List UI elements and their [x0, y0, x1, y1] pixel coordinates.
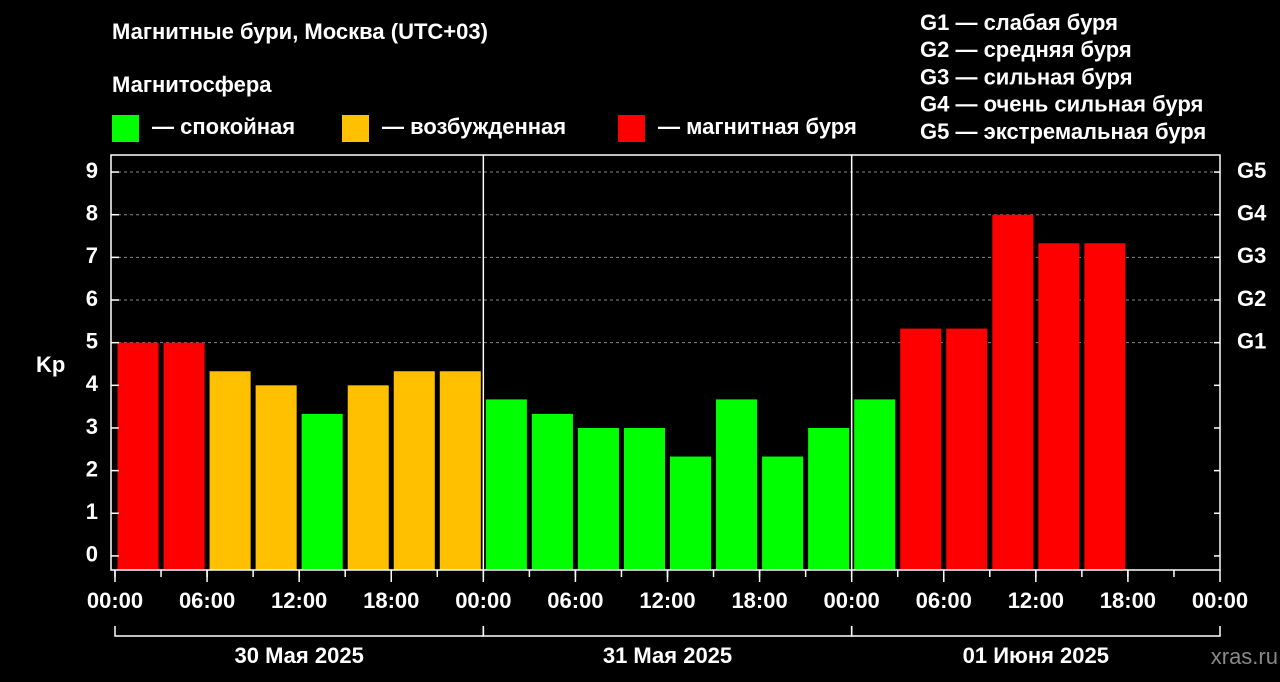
- x-tick-label: 18:00: [731, 588, 787, 613]
- y-tick-label: 7: [86, 243, 98, 268]
- y-tick-label: 5: [86, 328, 98, 353]
- y2-tick-label: G2: [1237, 286, 1266, 311]
- y2-tick-label: G4: [1237, 201, 1267, 226]
- y2-tick-label: G5: [1237, 158, 1266, 183]
- storm-level-legend: G5 — экстремальная буря: [920, 119, 1206, 144]
- day-label: 31 Мая 2025: [603, 643, 732, 668]
- legend-label: — возбужденная: [382, 114, 566, 139]
- bar: [808, 427, 850, 570]
- storm-level-legend: G1 — слабая буря: [920, 10, 1118, 35]
- chart-title: Магнитные бури, Москва (UTC+03): [112, 19, 488, 44]
- bar: [439, 371, 481, 570]
- bar: [716, 399, 758, 570]
- x-tick-label: 00:00: [455, 588, 511, 613]
- bar: [1084, 243, 1126, 570]
- bar: [762, 456, 804, 570]
- x-tick-label: 00:00: [1192, 588, 1248, 613]
- bar: [255, 385, 297, 570]
- x-tick-label: 06:00: [547, 588, 603, 613]
- y-tick-label: 4: [86, 371, 99, 396]
- legend-label: — спокойная: [152, 114, 295, 139]
- legend-title: Магнитосфера: [112, 72, 272, 97]
- bar: [854, 399, 896, 570]
- bar: [393, 371, 435, 570]
- y-tick-label: 9: [86, 158, 98, 183]
- bar: [1038, 243, 1080, 570]
- bar: [946, 328, 988, 570]
- y-tick-label: 2: [86, 456, 98, 481]
- day-bracket: [850, 626, 1221, 637]
- bar: [577, 427, 619, 570]
- bar: [623, 427, 665, 570]
- storm-level-legend: G3 — сильная буря: [920, 64, 1133, 89]
- y2-tick-label: G1: [1237, 328, 1266, 353]
- bar: [347, 385, 389, 570]
- plot-frame: [110, 154, 1221, 571]
- bar: [900, 328, 942, 570]
- x-tick-label: 06:00: [179, 588, 235, 613]
- bar: [670, 456, 712, 570]
- bar: [992, 214, 1034, 571]
- x-tick-label: 06:00: [916, 588, 972, 613]
- x-tick-label: 18:00: [363, 588, 419, 613]
- legend-swatch: [618, 115, 645, 142]
- x-tick-label: 12:00: [639, 588, 695, 613]
- y2-tick-label: G3: [1237, 243, 1266, 268]
- y-tick-label: 3: [86, 414, 98, 439]
- bar: [301, 413, 343, 570]
- x-tick-label: 12:00: [271, 588, 327, 613]
- x-tick-label: 18:00: [1100, 588, 1156, 613]
- y-tick-label: 6: [86, 286, 98, 311]
- legend-swatch: [342, 115, 369, 142]
- day-label: 01 Июня 2025: [963, 643, 1109, 668]
- y-tick-label: 0: [86, 542, 98, 567]
- bar: [531, 413, 573, 570]
- watermark: xras.ru: [1211, 644, 1278, 669]
- x-tick-label: 00:00: [87, 588, 143, 613]
- bar: [209, 371, 251, 570]
- legend-swatch: [112, 115, 139, 142]
- bar: [117, 342, 159, 570]
- y-tick-label: 8: [86, 201, 98, 226]
- y-tick-label: 1: [86, 499, 98, 524]
- day-label: 30 Мая 2025: [235, 643, 364, 668]
- storm-level-legend: G2 — средняя буря: [920, 37, 1132, 62]
- legend-label: — магнитная буря: [658, 114, 857, 139]
- storm-level-legend: G4 — очень сильная буря: [920, 92, 1203, 117]
- x-tick-label: 00:00: [824, 588, 880, 613]
- y-axis-label: Kp: [36, 352, 65, 377]
- bar: [163, 342, 205, 570]
- x-tick-label: 12:00: [1008, 588, 1064, 613]
- bar: [485, 399, 527, 570]
